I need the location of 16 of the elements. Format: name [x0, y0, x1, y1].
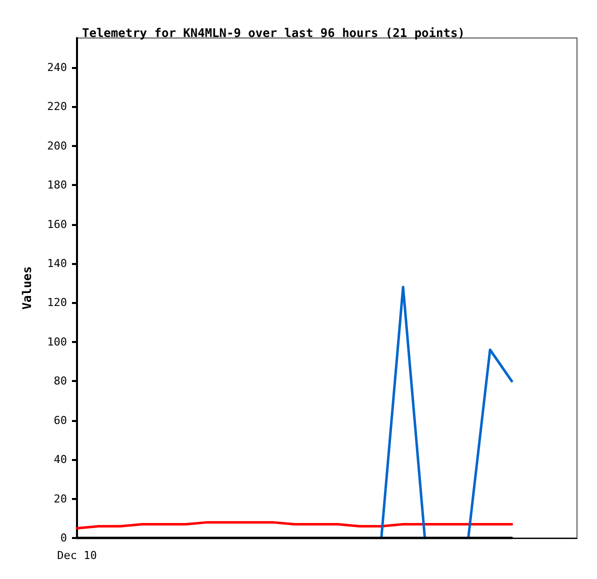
y-tick-label: 160: [47, 218, 67, 231]
y-tick-label: 60: [54, 414, 67, 427]
y-tick-label: 80: [54, 374, 67, 388]
x-tick-label: Dec 10: [57, 549, 97, 562]
y-tick-label: 120: [47, 296, 67, 310]
y-tick-label: 40: [54, 453, 67, 466]
y-tick-label: 0: [60, 532, 67, 544]
y-axis-title: Values: [20, 266, 34, 310]
y-tick-label: 180: [47, 178, 67, 192]
chart-title: Telemetry for KN4MLN-9 over last 96 hours (21 points): [82, 26, 465, 40]
y-tick-label: 100: [47, 335, 67, 348]
y-tick-label: 220: [47, 100, 67, 114]
y-tick-label: 240: [47, 60, 67, 74]
y-tick-label: 140: [47, 256, 67, 270]
y-tick-label: 20: [54, 492, 67, 506]
y-tick-label: 200: [47, 139, 67, 152]
